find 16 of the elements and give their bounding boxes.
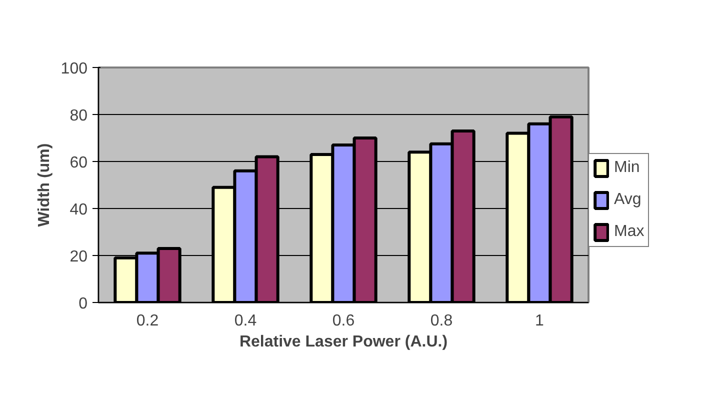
y-axis-title: Width (um) <box>36 143 53 227</box>
x-tick-label: 0.4 <box>234 312 257 330</box>
y-tick-label: 20 <box>70 248 88 266</box>
legend-label: Max <box>614 223 644 241</box>
x-tick-label: 0.8 <box>430 312 453 330</box>
legend-label: Min <box>614 159 640 177</box>
x-tick-label: 0.6 <box>332 312 355 330</box>
y-tick-label: 100 <box>60 60 88 78</box>
x-tick-label: 0.2 <box>136 312 159 330</box>
y-tick-label: 40 <box>70 202 88 218</box>
legend-label: Avg <box>614 191 642 209</box>
y-tick-label: 80 <box>70 108 88 124</box>
y-tick-label: 60 <box>70 154 88 172</box>
x-tick-label: 1 <box>535 312 544 330</box>
y-tick-label: 0 <box>78 296 88 312</box>
x-axis-title: Relative Laser Power (A.U.) <box>239 334 448 350</box>
